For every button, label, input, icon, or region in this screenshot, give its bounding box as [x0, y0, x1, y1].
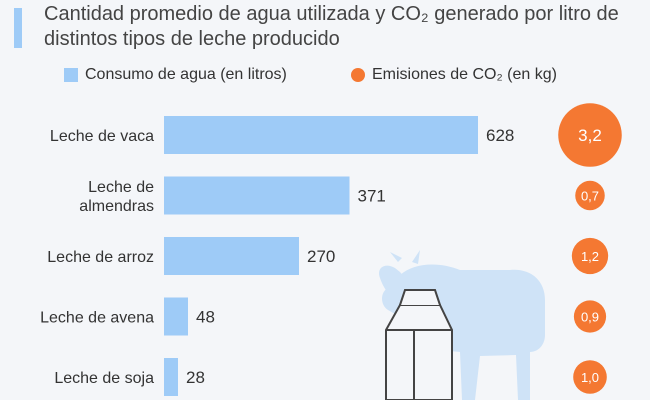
co2-value-leche-de-arroz: 1,2 — [581, 249, 599, 264]
co2-bubble-leche-de-vaca — [558, 103, 622, 167]
co2-value-leche-de-avena: 0,9 — [581, 310, 599, 325]
bar-value-leche-de-soja: 28 — [186, 368, 205, 387]
milk-carton-illustration — [385, 289, 453, 400]
category-label-leche-de-almendras: Leche de almendras — [79, 179, 154, 215]
category-label-leche-de-avena: Leche de avena — [40, 310, 154, 327]
bar-value-leche-de-avena: 48 — [196, 308, 215, 327]
co2-bubble-leche-de-arroz — [571, 237, 609, 275]
legend-swatch-water — [64, 68, 78, 82]
co2-bubble-leche-de-almendras — [575, 180, 605, 211]
bar-value-leche-de-arroz: 270 — [307, 247, 335, 266]
category-label-leche-de-vaca: Leche de vaca — [50, 128, 154, 145]
legend-item-water: Consumo de agua (en litros) — [64, 66, 287, 84]
bar-leche-de-soja — [164, 358, 178, 396]
chart-title: Cantidad promedio de agua utilizada y CO… — [44, 3, 619, 50]
legend-item-co2: Emisiones de CO₂ (en kg) — [351, 66, 557, 84]
bar-value-leche-de-almendras: 371 — [358, 187, 386, 206]
legend-dot-co2 — [351, 68, 365, 82]
bar-value-leche-de-vaca: 628 — [486, 126, 514, 145]
co2-value-leche-de-vaca: 3,2 — [578, 126, 602, 145]
bar-leche-de-avena — [164, 297, 188, 336]
co2-value-leche-de-almendras: 0,7 — [581, 189, 599, 204]
bar-leche-de-arroz — [164, 237, 299, 275]
bar-leche-de-almendras — [164, 176, 350, 215]
legend-label-water: Consumo de agua (en litros) — [85, 66, 287, 83]
category-label-leche-de-arroz: Leche de arroz — [47, 249, 154, 266]
co2-bubble-leche-de-soja — [573, 360, 607, 394]
title-accent-bar — [14, 8, 22, 48]
legend-label-co2: Emisiones de CO₂ (en kg) — [372, 66, 557, 83]
co2-value-leche-de-soja: 1,0 — [581, 370, 599, 385]
legend: Consumo de agua (en litros) Emisiones de… — [0, 66, 650, 88]
category-label-leche-de-soja: Leche de soja — [54, 370, 154, 387]
bar-leche-de-vaca — [164, 116, 478, 154]
co2-bubble-leche-de-avena — [573, 300, 607, 333]
